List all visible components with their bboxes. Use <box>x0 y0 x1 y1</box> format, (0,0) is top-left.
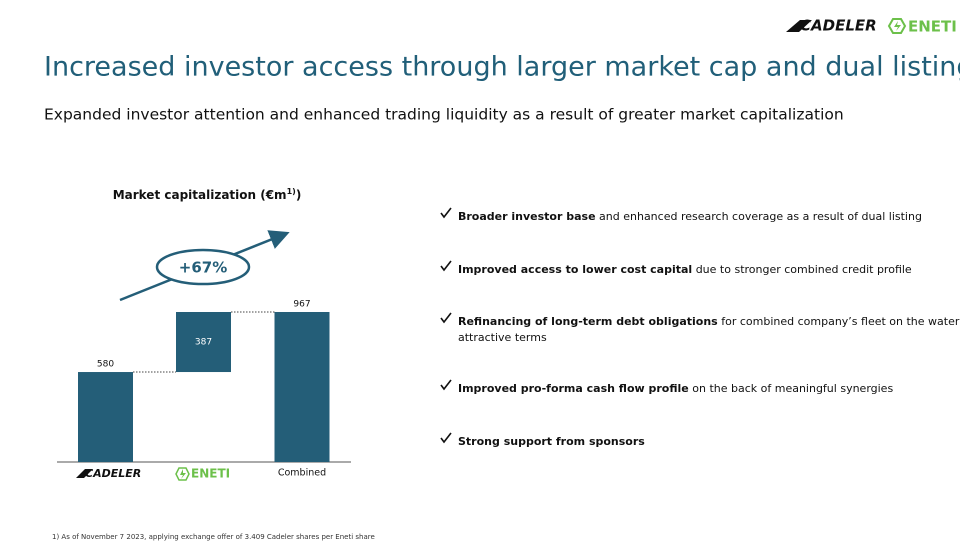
value-label: 580 <box>97 360 114 370</box>
bullet-text: Refinancing of long-term debt obligation… <box>458 315 960 328</box>
cadeler-logo-mark <box>786 20 812 32</box>
bullet-bold: Strong support from sponsors <box>458 435 645 448</box>
bar <box>78 372 133 462</box>
slide-title: Increased investor access through larger… <box>44 52 960 83</box>
bullet-rest: due to stronger combined credit profile <box>692 263 912 276</box>
chart-title-text: Market capitalization (€m <box>113 188 287 202</box>
check-icon <box>440 379 452 391</box>
bar <box>274 312 330 462</box>
bar <box>176 312 231 373</box>
bullet-list: Broader investor base and enhanced resea… <box>440 207 960 448</box>
bullet-rest: on the back of meaningful synergies <box>689 382 894 395</box>
check-icon <box>440 260 452 272</box>
growth-annotation: +67% <box>179 259 227 277</box>
value-label: 967 <box>293 300 310 310</box>
bullet-rest: for combined company’s fleet on the wate… <box>718 315 960 328</box>
chart-title: Market capitalization (€m1)) <box>113 187 302 202</box>
eneti-logo: ENETI <box>908 18 957 36</box>
bullet-text-cont: attractive terms <box>458 331 547 344</box>
check-icon <box>440 432 452 444</box>
annotation-oval <box>155 248 251 286</box>
category-label: Combined <box>278 468 326 479</box>
bullet-text: Improved pro-forma cash flow profile on … <box>458 382 893 395</box>
eneti-category-mark <box>175 467 190 481</box>
eneti-logo-mark <box>887 18 907 34</box>
bullet-text: Improved access to lower cost capital du… <box>458 263 912 276</box>
cadeler-category-mark <box>76 469 93 478</box>
bullet-text: Broader investor base and enhanced resea… <box>458 210 922 223</box>
check-icon <box>440 207 452 219</box>
bullet-bold: Refinancing of long-term debt obligation… <box>458 315 718 328</box>
category-label: ENETI <box>191 467 230 481</box>
bullet-bold: Broader investor base <box>458 210 596 223</box>
value-label: 387 <box>195 338 212 348</box>
chart-title-end: ) <box>296 188 301 202</box>
category-label: CADELER <box>85 467 141 480</box>
bullet-text: Strong support from sponsors <box>458 435 645 448</box>
cadeler-logo: CADELER <box>800 17 877 35</box>
chart-title-sup: 1) <box>287 187 296 196</box>
bullet-bold: Improved pro-forma cash flow profile <box>458 382 689 395</box>
slide-subtitle: Expanded investor attention and enhanced… <box>44 106 844 124</box>
bullet-rest: and enhanced research coverage as a resu… <box>596 210 922 223</box>
footnote: 1) As of November 7 2023, applying excha… <box>52 533 375 541</box>
bullet-bold: Improved access to lower cost capital <box>458 263 692 276</box>
check-icon <box>440 312 452 324</box>
